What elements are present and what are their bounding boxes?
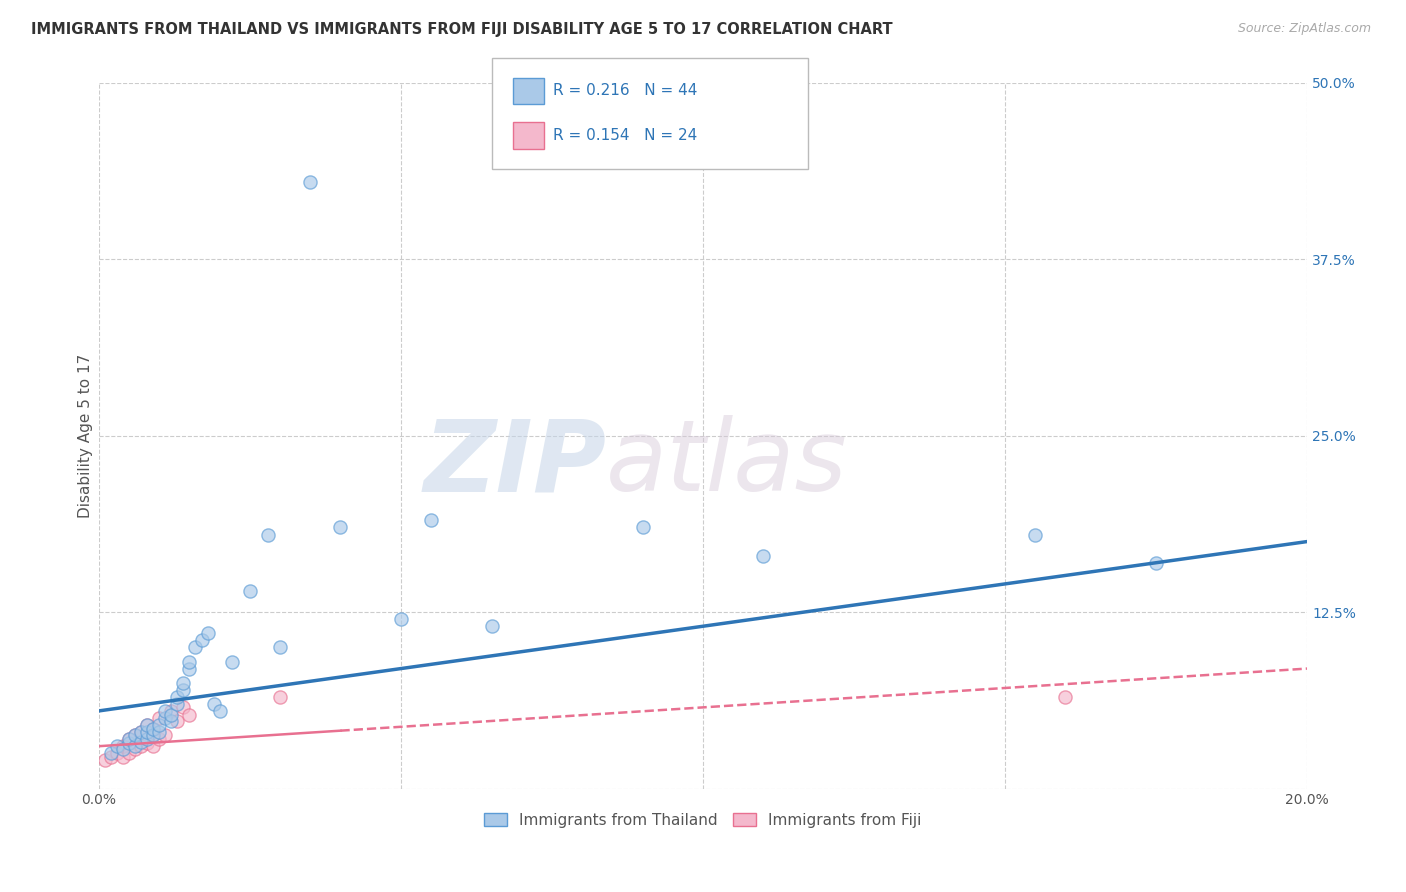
Point — [136, 732, 159, 747]
Point — [190, 633, 212, 648]
Point — [329, 520, 352, 534]
Point — [184, 640, 207, 655]
Point — [172, 675, 194, 690]
Point — [124, 742, 146, 756]
Point — [105, 739, 128, 754]
Point — [269, 690, 291, 704]
Point — [136, 718, 159, 732]
Point — [118, 732, 141, 747]
Point — [221, 655, 243, 669]
Point — [166, 697, 188, 711]
Point — [111, 750, 134, 764]
Point — [100, 750, 122, 764]
Point — [257, 527, 280, 541]
Point — [172, 699, 194, 714]
Point — [389, 612, 412, 626]
Point — [148, 711, 170, 725]
Point — [105, 746, 128, 760]
Point — [129, 725, 152, 739]
Point — [129, 739, 152, 754]
Point — [136, 718, 159, 732]
Point — [148, 725, 170, 739]
Point — [100, 746, 122, 760]
Point — [631, 520, 654, 534]
Point — [129, 735, 152, 749]
Point — [202, 697, 225, 711]
Point — [160, 708, 183, 723]
Point — [1054, 690, 1077, 704]
Point — [172, 682, 194, 697]
Point — [124, 739, 146, 754]
Point — [155, 704, 177, 718]
Point — [179, 662, 201, 676]
Point — [118, 746, 141, 760]
Point — [166, 690, 188, 704]
Point — [299, 175, 322, 189]
Point — [481, 619, 503, 633]
Text: R = 0.216   N = 44: R = 0.216 N = 44 — [553, 84, 697, 98]
Text: R = 0.154   N = 24: R = 0.154 N = 24 — [553, 128, 697, 143]
Point — [239, 584, 262, 599]
Point — [160, 714, 183, 728]
Point — [129, 725, 152, 739]
Text: ZIP: ZIP — [423, 416, 606, 513]
Legend: Immigrants from Thailand, Immigrants from Fiji: Immigrants from Thailand, Immigrants fro… — [478, 806, 928, 834]
Point — [420, 513, 443, 527]
Point — [111, 742, 134, 756]
Point — [136, 725, 159, 739]
Point — [94, 753, 117, 767]
Point — [142, 739, 165, 754]
Text: IMMIGRANTS FROM THAILAND VS IMMIGRANTS FROM FIJI DISABILITY AGE 5 TO 17 CORRELAT: IMMIGRANTS FROM THAILAND VS IMMIGRANTS F… — [31, 22, 893, 37]
Point — [124, 728, 146, 742]
Point — [179, 708, 201, 723]
Point — [148, 732, 170, 747]
Point — [136, 736, 159, 750]
Point — [142, 723, 165, 737]
Point — [118, 736, 141, 750]
Point — [166, 714, 188, 728]
Point — [155, 728, 177, 742]
Y-axis label: Disability Age 5 to 17: Disability Age 5 to 17 — [79, 353, 93, 518]
Point — [124, 728, 146, 742]
Text: atlas: atlas — [606, 416, 848, 513]
Point — [111, 739, 134, 754]
Point — [1144, 556, 1167, 570]
Point — [179, 655, 201, 669]
Point — [208, 704, 231, 718]
Point — [155, 711, 177, 725]
Point — [197, 626, 219, 640]
Point — [118, 732, 141, 747]
Point — [752, 549, 775, 563]
Text: Source: ZipAtlas.com: Source: ZipAtlas.com — [1237, 22, 1371, 36]
Point — [148, 718, 170, 732]
Point — [269, 640, 291, 655]
Point — [142, 728, 165, 742]
Point — [142, 723, 165, 737]
Point — [1024, 527, 1046, 541]
Point — [160, 704, 183, 718]
